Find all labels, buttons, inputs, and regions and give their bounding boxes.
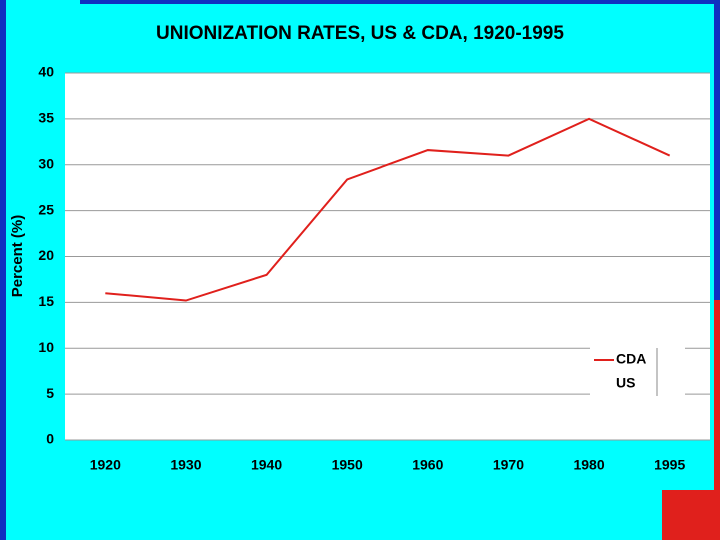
y-tick-label: 40 <box>38 64 54 80</box>
x-tick-label: 1930 <box>170 457 201 473</box>
corner-red <box>662 490 720 540</box>
y-tick-label: 10 <box>38 339 54 355</box>
chart-title: UNIONIZATION RATES, US & CDA, 1920-1995 <box>156 23 564 44</box>
line-series <box>105 117 671 302</box>
x-tick-label: 1940 <box>251 457 282 473</box>
y-tick-label: 15 <box>38 293 54 309</box>
border-right <box>714 0 720 300</box>
x-tick-label: 1920 <box>90 457 121 473</box>
y-tick-label: 35 <box>38 110 54 126</box>
y-axis-label: Percent (%) <box>9 215 26 298</box>
legend-label: CDA <box>616 351 646 367</box>
border-right-red <box>714 300 720 540</box>
y-tick-label: 25 <box>38 201 54 217</box>
x-tick-label: 1980 <box>573 457 604 473</box>
y-tick-label: 0 <box>46 431 54 447</box>
border-left <box>0 0 6 540</box>
border-top <box>80 0 720 4</box>
y-tick-label: 30 <box>38 155 54 171</box>
x-tick-label: 1950 <box>332 457 363 473</box>
x-tick-label: 1960 <box>412 457 443 473</box>
y-tick-label: 20 <box>38 247 54 263</box>
legend-box <box>590 345 685 397</box>
x-tick-label: 1995 <box>654 457 685 473</box>
legend-label: US <box>616 375 635 391</box>
y-tick-label: 5 <box>46 385 54 401</box>
x-tick-label: 1970 <box>493 457 524 473</box>
